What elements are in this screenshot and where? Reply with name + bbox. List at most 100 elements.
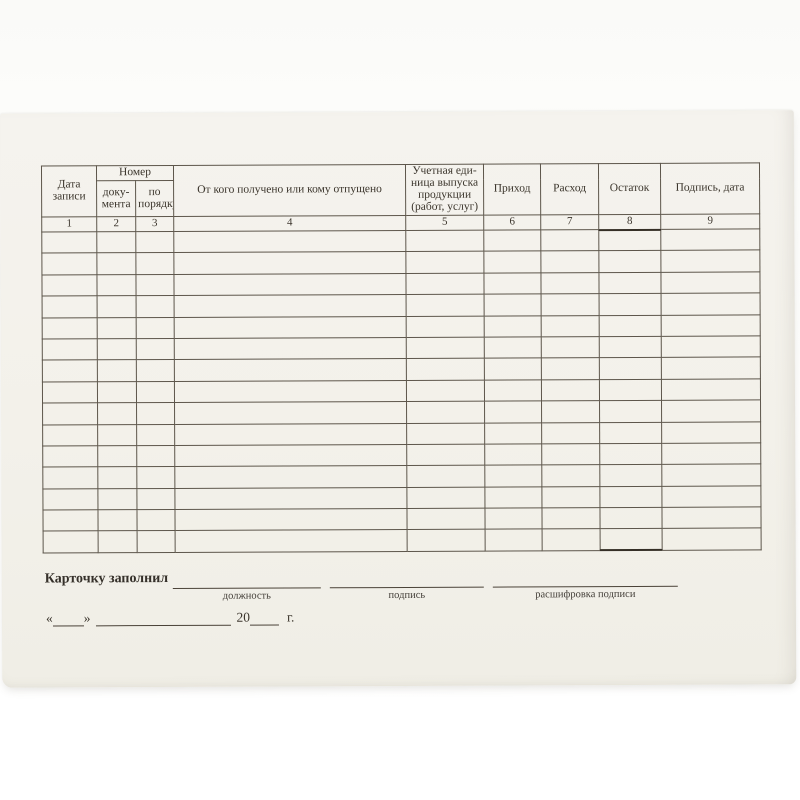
table-cell-date bbox=[41, 231, 97, 254]
year-prefix: 20 bbox=[236, 609, 250, 625]
table-cell-expense bbox=[541, 315, 600, 337]
column-number-1: 1 bbox=[41, 216, 97, 233]
table-cell-number-order bbox=[136, 445, 175, 467]
table-cell-number-order bbox=[137, 530, 176, 553]
table-cell-signature-date bbox=[661, 314, 761, 337]
table-row bbox=[42, 421, 761, 446]
table-cell-date bbox=[42, 338, 98, 361]
table-cell-balance bbox=[599, 357, 662, 380]
table-cell-number-document bbox=[96, 253, 136, 275]
table-cell-number-document bbox=[97, 488, 137, 510]
table-cell-signature-date bbox=[661, 421, 761, 444]
table-cell-signature-date bbox=[661, 400, 761, 422]
column-number-4: 4 bbox=[173, 215, 406, 232]
table-row bbox=[42, 485, 761, 511]
card-form-paper: Дата записи Номер От кого получено или к… bbox=[0, 110, 797, 688]
signature-blank-line bbox=[329, 586, 484, 589]
table-cell-number-document bbox=[98, 531, 138, 553]
table-cell-number-document bbox=[96, 274, 137, 296]
table-cell-income bbox=[483, 251, 541, 273]
table-cell-signature-date bbox=[661, 464, 761, 487]
table-cell-number-document bbox=[97, 338, 137, 361]
table-cell-from-whom bbox=[174, 487, 407, 510]
table-cell-balance bbox=[598, 250, 661, 273]
table-cell-balance bbox=[599, 507, 663, 530]
table-cell-date bbox=[42, 360, 98, 382]
day-blank-line bbox=[52, 611, 84, 627]
table-cell-signature-date bbox=[661, 335, 761, 358]
table-cell-accounting-unit bbox=[406, 337, 485, 359]
table-cell-balance bbox=[599, 293, 662, 316]
table-cell-balance bbox=[599, 486, 662, 508]
table-cell-signature-date bbox=[661, 442, 761, 465]
table-row bbox=[42, 506, 762, 532]
table-cell-accounting-unit bbox=[406, 486, 485, 509]
table-cell-income bbox=[484, 379, 542, 402]
table-cell-number-document bbox=[97, 295, 137, 318]
table-row bbox=[41, 271, 761, 297]
table-row bbox=[42, 400, 761, 425]
table-cell-expense bbox=[541, 464, 600, 487]
column-number-5: 5 bbox=[405, 215, 484, 231]
table-cell-number-order bbox=[136, 402, 175, 425]
table-cell-from-whom bbox=[174, 380, 407, 403]
table-cell-signature-date bbox=[661, 378, 761, 401]
table-cell-date bbox=[42, 381, 98, 404]
table-cell-from-whom bbox=[173, 251, 406, 275]
signature-label: подпись bbox=[388, 589, 426, 602]
table-cell-date bbox=[42, 317, 98, 340]
table-cell-signature-date bbox=[660, 228, 760, 251]
date-line: « » 20 г. bbox=[46, 607, 294, 627]
table-cell-accounting-unit bbox=[405, 251, 484, 274]
table-cell-from-whom bbox=[174, 337, 407, 360]
header-cell-from-whom: От кого получено или кому отпущено bbox=[173, 164, 406, 217]
column-number-7: 7 bbox=[540, 214, 599, 230]
table-cell-balance bbox=[598, 229, 661, 252]
position-blank-line bbox=[172, 587, 321, 589]
close-quote: » bbox=[83, 610, 91, 626]
table-cell-signature-date bbox=[662, 528, 762, 551]
table-cell-expense bbox=[541, 486, 600, 508]
table-cell-number-document bbox=[97, 509, 138, 532]
table-cell-number-order bbox=[136, 338, 175, 360]
table-cell-number-order bbox=[136, 423, 175, 446]
table-row bbox=[42, 314, 761, 340]
table-cell-date bbox=[41, 274, 98, 297]
header-cell-date: Дата записи bbox=[41, 165, 97, 218]
table-cell-accounting-unit bbox=[405, 272, 485, 295]
table-cell-date bbox=[42, 402, 98, 425]
table-cell-from-whom bbox=[174, 316, 407, 339]
table-cell-from-whom bbox=[173, 230, 406, 253]
table-cell-expense bbox=[541, 507, 601, 530]
table-cell-balance bbox=[599, 314, 662, 337]
table-cell-number-document bbox=[97, 381, 137, 403]
table-cell-expense bbox=[540, 251, 599, 273]
table-cell-accounting-unit bbox=[406, 401, 485, 423]
table-cell-number-order bbox=[135, 231, 174, 254]
table-cell-expense bbox=[541, 422, 600, 444]
column-number-8: 8 bbox=[598, 214, 661, 230]
table-cell-income bbox=[484, 443, 542, 466]
column-number-9: 9 bbox=[660, 213, 760, 230]
table-cell-from-whom bbox=[174, 422, 407, 446]
table-cell-number-order bbox=[135, 252, 174, 275]
table-cell-from-whom bbox=[174, 401, 407, 424]
table-cell-number-document bbox=[96, 231, 136, 254]
table-cell-signature-date bbox=[661, 485, 761, 508]
table-cell-accounting-unit bbox=[406, 358, 485, 381]
table-row bbox=[42, 335, 761, 361]
table-cell-expense bbox=[541, 357, 600, 380]
table-row bbox=[42, 293, 761, 318]
table-cell-number-order bbox=[136, 381, 175, 403]
table-cell-accounting-unit bbox=[406, 379, 485, 402]
table-row bbox=[42, 378, 761, 404]
table-cell-signature-date bbox=[661, 357, 761, 380]
table-cell-accounting-unit bbox=[406, 465, 485, 488]
table-cell-balance bbox=[599, 443, 662, 465]
signature-decryption-label: расшифровка подписи bbox=[535, 588, 636, 601]
table-cell-balance bbox=[599, 421, 662, 444]
table-cell-balance bbox=[599, 464, 662, 487]
table-cell-income bbox=[483, 229, 541, 252]
header-cell-balance: Остаток bbox=[598, 163, 661, 215]
table-cell-accounting-unit bbox=[407, 529, 486, 552]
